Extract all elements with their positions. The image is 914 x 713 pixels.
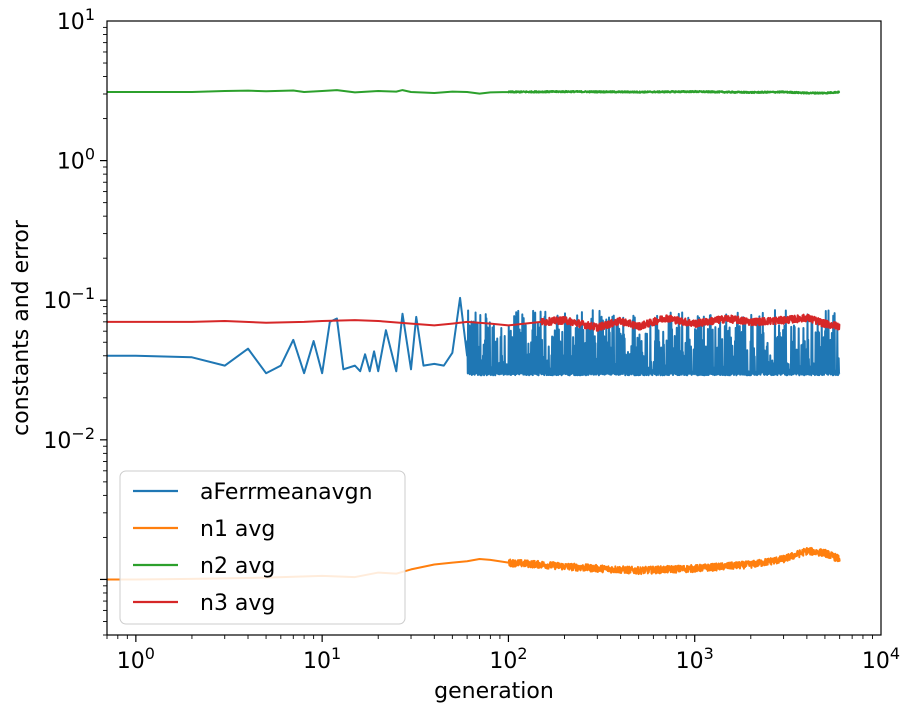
y-tick-label: 101 xyxy=(57,5,95,35)
y-axis: 10−2 10−1 100 101 xyxy=(43,5,107,636)
x-axis-title: generation xyxy=(434,679,554,704)
series-line-n3-avg xyxy=(107,313,841,332)
legend-label-aferrmeanavgn: aFerrmeanavgn xyxy=(200,480,373,505)
legend: aFerrmeanavgn n1 avg n2 avg n3 avg xyxy=(119,470,406,625)
series-line-n2-avg xyxy=(107,89,841,95)
y-tick-label: 10−2 xyxy=(43,424,95,454)
x-axis: 100 101 102 103 104 xyxy=(106,635,900,674)
y-tick-label: 10−1 xyxy=(43,284,95,314)
x-tick-label: 100 xyxy=(117,644,155,674)
x-tick-label: 102 xyxy=(489,644,527,674)
legend-label-n1-avg: n1 avg xyxy=(200,517,275,542)
series-layer xyxy=(107,89,841,581)
legend-label-n3-avg: n3 avg xyxy=(200,591,275,616)
y-tick-label: 100 xyxy=(57,145,95,175)
x-tick-label: 104 xyxy=(862,644,900,674)
y-axis-title: constants and error xyxy=(9,219,34,436)
legend-box xyxy=(119,470,406,625)
legend-label-n2-avg: n2 avg xyxy=(200,554,275,579)
x-tick-label: 101 xyxy=(303,644,341,674)
series-line-aferrmeanavgn xyxy=(107,296,841,377)
x-tick-label: 103 xyxy=(676,644,714,674)
series-line-n1-avg xyxy=(107,546,841,581)
plot-frame xyxy=(106,20,882,636)
